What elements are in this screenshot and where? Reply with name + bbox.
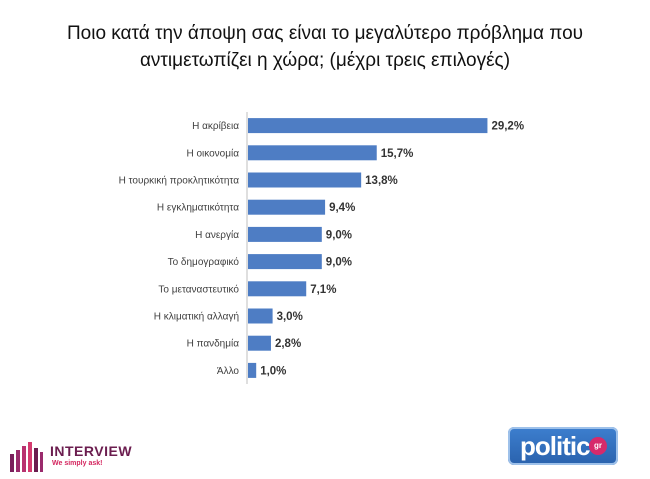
chart-title-line-2: αντιμετωπίζει η χώρα; (μέχρι τρεις επιλο… — [139, 50, 511, 71]
interview-logo-tagline: We simply ask! — [52, 460, 103, 467]
category-label-3: Η εγκληματικότητα — [157, 202, 239, 214]
value-label-7: 3,0% — [277, 311, 303, 323]
category-label-4: Η ανεργία — [195, 229, 239, 241]
interview-logo-name: INTERVIEW — [50, 443, 133, 459]
bar-1 — [248, 145, 377, 161]
value-label-6: 7,1% — [310, 284, 336, 296]
category-label-8: Η πανδημία — [187, 338, 240, 350]
category-label-2: Η τουρκική προκλητικότητα — [119, 175, 240, 187]
interview-logo: INTERVIEW We simply ask! — [8, 436, 168, 476]
value-label-5: 9,0% — [326, 257, 352, 269]
value-label-0: 29,2% — [491, 121, 524, 133]
chart-title-line-1: Ποιο κατά την άποψη σας είναι το μεγαλύτ… — [66, 23, 584, 44]
politic-logo-gr-badge: gr — [589, 437, 607, 455]
bar-0 — [248, 118, 488, 134]
interview-logo-mark — [10, 442, 43, 472]
value-label-4: 9,0% — [326, 229, 352, 241]
politic-logo: politic gr — [508, 427, 618, 465]
bar-2 — [248, 172, 362, 188]
value-label-3: 9,4% — [329, 202, 355, 214]
bar-9 — [248, 362, 257, 378]
bar-7 — [248, 308, 273, 324]
chart-title: Ποιο κατά την άποψη σας είναι το μεγαλύτ… — [0, 20, 650, 74]
category-label-9: Άλλο — [217, 366, 240, 377]
category-label-7: Η κλιματική αλλαγή — [154, 311, 239, 323]
politic-logo-word: politic — [520, 431, 591, 461]
category-label-6: Το μεταναστευτικό — [158, 283, 239, 295]
value-label-1: 15,7% — [381, 148, 414, 160]
category-label-5: Το δημογραφικό — [168, 256, 240, 268]
category-label-1: Η οικονομία — [186, 147, 239, 159]
category-label-0: Η ακρίβεια — [192, 120, 239, 132]
bar-5 — [248, 254, 322, 270]
bar-6 — [248, 281, 307, 297]
value-label-8: 2,8% — [275, 338, 301, 350]
value-label-2: 13,8% — [365, 175, 398, 187]
value-label-9: 1,0% — [260, 365, 286, 377]
bar-4 — [248, 226, 322, 242]
bar-3 — [248, 199, 326, 215]
bar-8 — [248, 335, 271, 351]
